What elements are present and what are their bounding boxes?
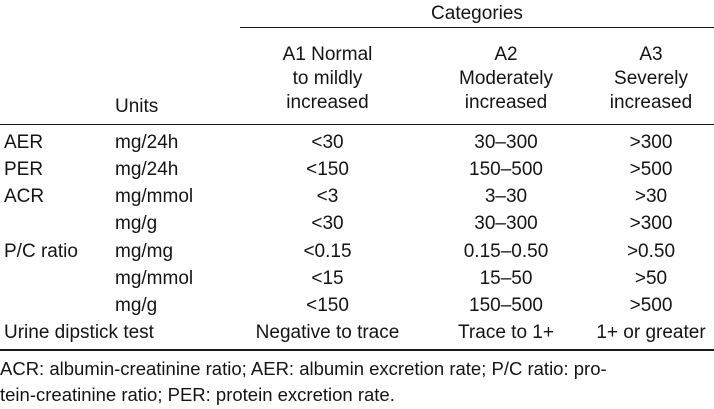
footnote-line2: tein-creatinine ratio; PER: protein excr… bbox=[0, 384, 395, 405]
header-a1-line2: to mildly bbox=[292, 68, 363, 89]
header-categories: Categories bbox=[431, 3, 523, 24]
cell-a3: >30 bbox=[634, 186, 668, 207]
cell-label: AER bbox=[4, 132, 44, 153]
cell-a1: <30 bbox=[311, 132, 344, 153]
cell-a1: <30 bbox=[311, 213, 344, 234]
header-a3: A3 Severely increased bbox=[588, 43, 714, 115]
cell-a3: >500 bbox=[629, 295, 673, 316]
header-a2-line3: increased bbox=[464, 92, 548, 113]
cell-a1: Negative to trace bbox=[255, 322, 400, 343]
cell-unit: mg/24h bbox=[115, 132, 179, 153]
cell-a2: 15–50 bbox=[479, 268, 533, 289]
header-a3-line2: Severely bbox=[614, 68, 688, 89]
cell-unit: mg/24h bbox=[115, 159, 179, 180]
cell-a1: <150 bbox=[306, 159, 349, 180]
footnote: ACR: albumin-creatinine ratio; AER: albu… bbox=[0, 356, 607, 408]
cell-a3: >300 bbox=[629, 132, 673, 153]
cell-label: ACR bbox=[4, 186, 45, 207]
header-a2: A2 Moderately increased bbox=[426, 43, 586, 115]
header-a1-line1: A1 Normal bbox=[282, 44, 373, 65]
cell-a3: >300 bbox=[629, 213, 673, 234]
header-a1-line3: increased bbox=[286, 92, 369, 113]
cell-label: PER bbox=[4, 159, 44, 180]
header-a3-line1: A3 bbox=[639, 44, 663, 65]
spanner-rule bbox=[240, 27, 714, 28]
cell-a2: Trace to 1+ bbox=[458, 322, 554, 343]
cell-unit: mg/g bbox=[115, 213, 158, 234]
cell-label: P/C ratio bbox=[4, 241, 78, 262]
cell-a1: <0.15 bbox=[303, 241, 352, 262]
header-a3-line3: increased bbox=[609, 92, 693, 113]
cell-a2: 0.15–0.50 bbox=[463, 241, 549, 262]
header-units: Units bbox=[115, 96, 159, 117]
cell-unit: mg/g bbox=[115, 295, 158, 316]
cell-a1: <3 bbox=[316, 186, 339, 207]
cell-a2: 3–30 bbox=[484, 186, 528, 207]
cell-a1: <15 bbox=[311, 268, 344, 289]
header-rule bbox=[0, 124, 714, 125]
header-a2-line1: A2 bbox=[494, 44, 518, 65]
header-a1: A1 Normal to mildly increased bbox=[240, 43, 415, 115]
cell-a3: >500 bbox=[629, 159, 673, 180]
header-a2-line2: Moderately bbox=[459, 68, 553, 89]
cell-a2: 150–500 bbox=[469, 159, 543, 180]
cell-unit: mg/mmol bbox=[115, 268, 194, 289]
bottom-rule bbox=[0, 349, 714, 351]
cell-label: Urine dipstick test bbox=[4, 322, 154, 343]
cell-a2: 30–300 bbox=[474, 213, 538, 234]
cell-a3: >50 bbox=[634, 268, 668, 289]
cell-unit: mg/mmol bbox=[115, 186, 194, 207]
cell-a2: 30–300 bbox=[474, 132, 538, 153]
cell-a3: >0.50 bbox=[626, 241, 676, 262]
cell-unit: mg/mg bbox=[115, 241, 174, 262]
cell-a3: 1+ or greater bbox=[596, 322, 706, 343]
cell-a2: 150–500 bbox=[469, 295, 543, 316]
footnote-line1: ACR: albumin-creatinine ratio; AER: albu… bbox=[0, 358, 607, 379]
cell-a1: <150 bbox=[306, 295, 349, 316]
